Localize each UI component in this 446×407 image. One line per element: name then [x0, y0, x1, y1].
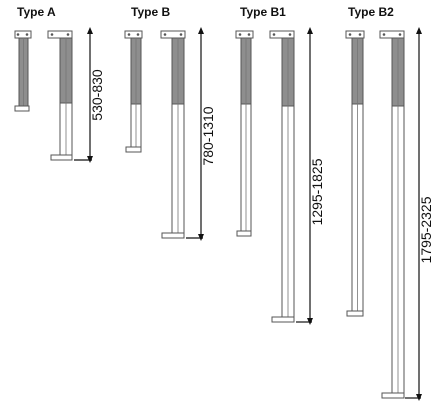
type-b1-dimension-label: 1295-1825	[309, 158, 325, 225]
type-b-label: Type B	[131, 5, 170, 19]
type-b-rod-short	[124, 30, 143, 153]
type-b1-dimension: 1295-1825	[296, 27, 325, 325]
type-b-group: Type B 780-1310	[124, 5, 216, 241]
type-b2-dimension: 1795-2325	[405, 27, 434, 401]
type-b2-rod-long	[379, 30, 405, 399]
type-b2-label: Type B2	[348, 5, 394, 19]
type-b1-group: Type B1 1295-1825	[235, 5, 325, 325]
type-a-dimension: 530-830	[74, 27, 105, 163]
type-b2-rod-short	[345, 30, 365, 317]
type-b1-rod-short	[235, 30, 254, 237]
type-b-dimension-label: 780-1310	[200, 106, 216, 165]
type-a-rod-long	[47, 30, 73, 161]
type-b-rod-long	[160, 30, 186, 239]
type-b-dimension: 780-1310	[186, 27, 216, 241]
type-b1-label: Type B1	[240, 5, 286, 19]
type-a-group: Type A 530-830	[14, 5, 105, 163]
type-a-rod-short	[14, 30, 32, 112]
type-a-label: Type A	[17, 5, 56, 19]
type-b2-group: Type B2 1795-2325	[345, 5, 434, 401]
type-a-dimension-label: 530-830	[89, 69, 105, 121]
type-b2-dimension-label: 1795-2325	[418, 196, 434, 263]
type-b1-rod-long	[269, 30, 295, 323]
